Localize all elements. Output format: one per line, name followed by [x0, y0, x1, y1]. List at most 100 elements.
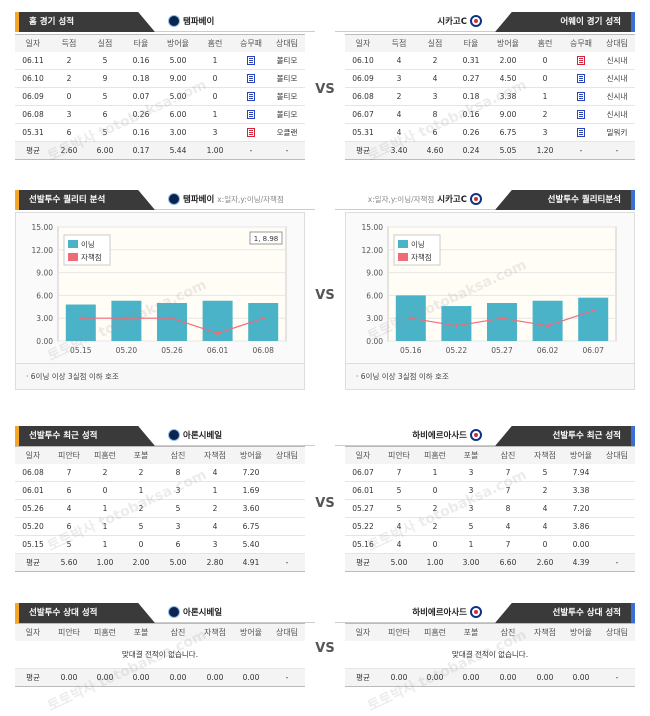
average-cell: -	[269, 141, 305, 160]
table-cell: 5	[527, 463, 563, 482]
average-cell: 0.00	[197, 668, 233, 687]
average-row: 평균 0.00 0.00 0.00 0.00 0.00 0.00-	[345, 668, 635, 687]
table-cell: 3	[159, 481, 197, 500]
bar	[111, 300, 142, 341]
table-cell: 1	[527, 87, 563, 106]
table-cell: 5	[123, 517, 159, 536]
table-cell: 0.16	[453, 105, 489, 124]
table-header-row: 일자 피안타 피홈런 포볼 삼진 자책점 방어율 상대팀	[15, 446, 305, 464]
average-cell: 4.91	[233, 553, 269, 572]
table-cell: 4	[527, 499, 563, 518]
h2h-right-title: 선발투수 상대 성적	[495, 603, 635, 623]
column-header: 포볼	[123, 623, 159, 641]
y-tick-label: 3.00	[36, 314, 53, 323]
table-cell: 4.50	[489, 69, 527, 88]
table-cell: 5	[381, 481, 417, 500]
table-cell: 2	[51, 51, 87, 70]
table-cell: 6	[51, 517, 87, 536]
average-cell: 0.00	[527, 668, 563, 687]
table-cell: 4	[381, 517, 417, 536]
table-cell: 4	[417, 69, 453, 88]
legend-bar-swatch	[68, 240, 78, 248]
average-cell: 5.00	[381, 553, 417, 572]
table-cell: 0	[417, 481, 453, 500]
average-cell: 2.80	[197, 553, 233, 572]
table-cell: 0	[197, 87, 233, 106]
table-row: 05.16 4 0 1 7 0 0.00	[345, 535, 635, 554]
table-cell: 8	[417, 105, 453, 124]
average-cell: 3.40	[381, 141, 417, 160]
recent-right-pitcher: 하비에르아사드	[412, 431, 467, 441]
result-cell	[563, 105, 599, 124]
average-cell: 평균	[15, 141, 51, 160]
table-cell: 1	[197, 105, 233, 124]
bar	[487, 303, 517, 341]
table-cell: 05.16	[345, 535, 381, 554]
win-icon	[577, 92, 585, 102]
recent-left-pitcher: 아론시베일	[183, 431, 223, 441]
result-cell	[233, 105, 269, 124]
rays-logo-icon	[168, 428, 180, 441]
table-cell: 06.11	[15, 51, 51, 70]
table-row: 06.08 7 2 2 8 4 7.20	[15, 463, 305, 482]
legend-bar-swatch	[398, 240, 408, 248]
table-cell: 1	[417, 463, 453, 482]
column-header: 포볼	[453, 623, 489, 641]
average-cell: 0.00	[123, 668, 159, 687]
table-cell: 06.08	[345, 87, 381, 106]
average-cell: -	[599, 553, 635, 572]
column-header: 실점	[417, 34, 453, 52]
recent-left-table: 일자 피안타 피홈런 포볼 삼진 자책점 방어율 상대팀 06.08 7 2 2 8 4 7.20 06.01…	[15, 446, 305, 572]
column-header: 방어율	[159, 34, 197, 52]
table-cell	[269, 499, 305, 518]
win-icon	[577, 74, 585, 84]
table-cell: 0	[197, 69, 233, 88]
table-cell: 3	[417, 87, 453, 106]
table-cell: 0	[51, 87, 87, 106]
table-cell: 4	[381, 105, 417, 124]
average-cell: 0.00	[563, 668, 599, 687]
recent-left-title: 선발투수 최근 성적	[15, 426, 155, 446]
column-header: 일자	[15, 34, 51, 52]
table-cell: 밀워키	[599, 123, 635, 142]
table-cell: 9.00	[489, 105, 527, 124]
table-row: 05.31 6 5 0.16 3.00 3 오클랜	[15, 123, 305, 142]
quality-left-chart-svg: 0.00 3.00 6.00 9.00 12.00 15.00 05.15 05.20 05.2…	[32, 223, 287, 355]
y-tick-label: 9.00	[366, 269, 383, 278]
bar	[441, 306, 472, 341]
table-cell	[599, 499, 635, 518]
table-cell: 9.00	[159, 69, 197, 88]
table-cell: 7.20	[563, 499, 599, 518]
cubs-logo-icon	[470, 428, 482, 441]
table-row: 05.15 5 1 0 6 3 5.40	[15, 535, 305, 554]
result-cell	[563, 51, 599, 70]
column-header: 방어율	[233, 623, 269, 641]
quality-right-chart: 0.00 3.00 6.00 9.00 12.00 15.00 05.16 05.22 05.2…	[345, 212, 635, 390]
table-cell: 5	[159, 499, 197, 518]
average-cell: 0.00	[489, 668, 527, 687]
average-cell: 6.60	[489, 553, 527, 572]
table-cell: 5.00	[159, 51, 197, 70]
table-cell: 4	[489, 517, 527, 536]
win-icon	[247, 92, 255, 102]
empty-message: 맞대결 전적이 없습니다.	[345, 640, 635, 669]
table-cell: 3	[51, 105, 87, 124]
table-cell: 06.10	[345, 51, 381, 70]
table-cell: 7	[489, 535, 527, 554]
quality-right-title: 선발투수 퀄리티분석	[495, 190, 635, 210]
cubs-logo-icon	[470, 14, 482, 27]
average-cell: 4.39	[563, 553, 599, 572]
recent-right-title: 선발투수 최근 성적	[495, 426, 635, 446]
table-row: 06.10 4 2 0.31 2.00 0 신시내	[345, 51, 635, 70]
column-header: 실점	[87, 34, 123, 52]
rays-logo-icon	[168, 605, 180, 618]
table-cell: 2	[527, 105, 563, 124]
column-header: 승무패	[563, 34, 599, 52]
column-header: 삼진	[489, 623, 527, 641]
h2h-left-header: 선발투수 상대 성적 아론시베일	[15, 603, 315, 623]
win-icon	[577, 128, 585, 138]
table-cell: 볼티모	[269, 69, 305, 88]
x-tick-label: 06.08	[252, 346, 274, 355]
average-cell: -	[269, 553, 305, 572]
column-header: 일자	[345, 623, 381, 641]
